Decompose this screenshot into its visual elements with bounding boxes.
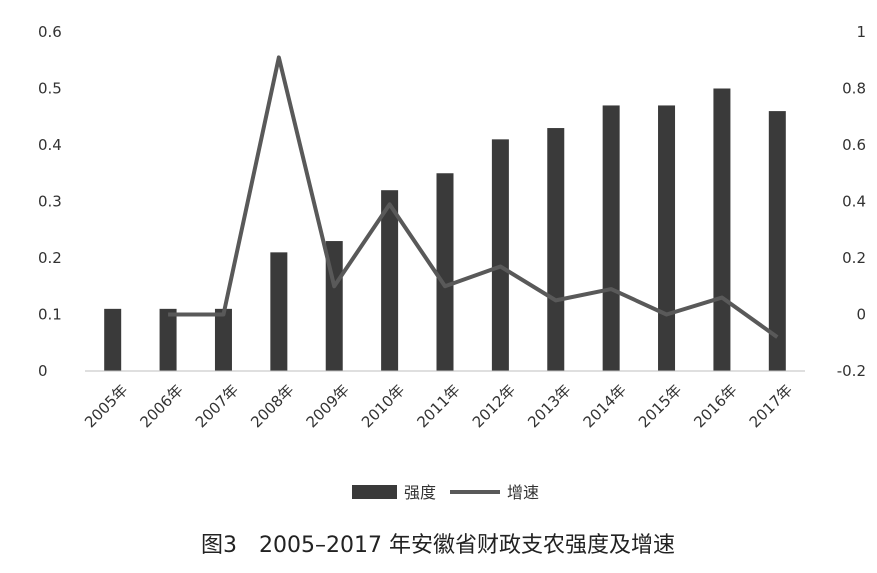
bar-2017年	[768, 111, 786, 371]
x-tick-label: 2012年	[469, 381, 519, 431]
x-tick-label: 2010年	[358, 381, 408, 431]
x-tick-label: 2017年	[746, 381, 796, 431]
y-right-tick: 0.6	[842, 136, 866, 154]
y-right-tick: 0.8	[842, 80, 866, 98]
bar-2005年	[104, 308, 122, 371]
y-right-tick: 0.2	[842, 249, 866, 267]
bar-2015年	[658, 105, 676, 371]
y-right-tick: 0	[856, 306, 866, 324]
x-tick-label: 2014年	[580, 381, 630, 431]
y-left-tick: 0.4	[38, 136, 62, 154]
legend-bar-swatch	[352, 485, 397, 499]
growth-line	[168, 55, 779, 339]
x-tick-label: 2007年	[192, 381, 242, 431]
bar-2014年	[602, 105, 620, 371]
bar-2008年	[270, 252, 288, 371]
y-left-tick: 0	[38, 362, 48, 380]
bars-group	[104, 88, 786, 371]
y-left-tick: 0.5	[38, 80, 62, 98]
bar-2007年	[214, 308, 232, 371]
bar-2011年	[436, 173, 454, 371]
legend-line-label: 增速	[507, 483, 539, 502]
y-axis-right: -0.2 0 0.2 0.4 0.6 0.8 1	[837, 23, 866, 380]
x-tick-label: 2008年	[247, 381, 297, 431]
bar-2013年	[547, 128, 565, 371]
bar-2016年	[713, 88, 731, 371]
y-left-tick: 0.3	[38, 193, 62, 211]
y-right-tick: 1	[856, 23, 866, 41]
x-tick-label: 2015年	[635, 381, 685, 431]
x-tick-label: 2009年	[303, 381, 353, 431]
x-tick-label: 2013年	[524, 381, 574, 431]
figure-caption: 图3 2005–2017 年安徽省财政支农强度及增速	[201, 533, 675, 558]
bar-2010年	[381, 190, 399, 371]
bar-2006年	[159, 308, 177, 371]
line-group	[168, 55, 779, 339]
x-tick-label: 2011年	[413, 381, 463, 431]
y-right-tick: 0.4	[842, 193, 866, 211]
x-tick-label: 2005年	[81, 381, 131, 431]
y-axis-left: 0 0.1 0.2 0.3 0.4 0.5 0.6	[38, 23, 62, 380]
y-right-tick: -0.2	[837, 362, 866, 380]
y-left-tick: 0.6	[38, 23, 62, 41]
y-left-tick: 0.1	[38, 306, 62, 324]
x-tick-label: 2016年	[690, 381, 740, 431]
y-left-tick: 0.2	[38, 249, 62, 267]
x-axis-ticks: 2005年 2006年 2007年 2008年 2009年 2010年 2011年 2012年…	[81, 381, 796, 431]
x-tick-label: 2006年	[136, 381, 186, 431]
bar-2012年	[491, 139, 509, 371]
legend: 强度 增速	[352, 483, 539, 502]
legend-bar-label: 强度	[404, 483, 436, 502]
